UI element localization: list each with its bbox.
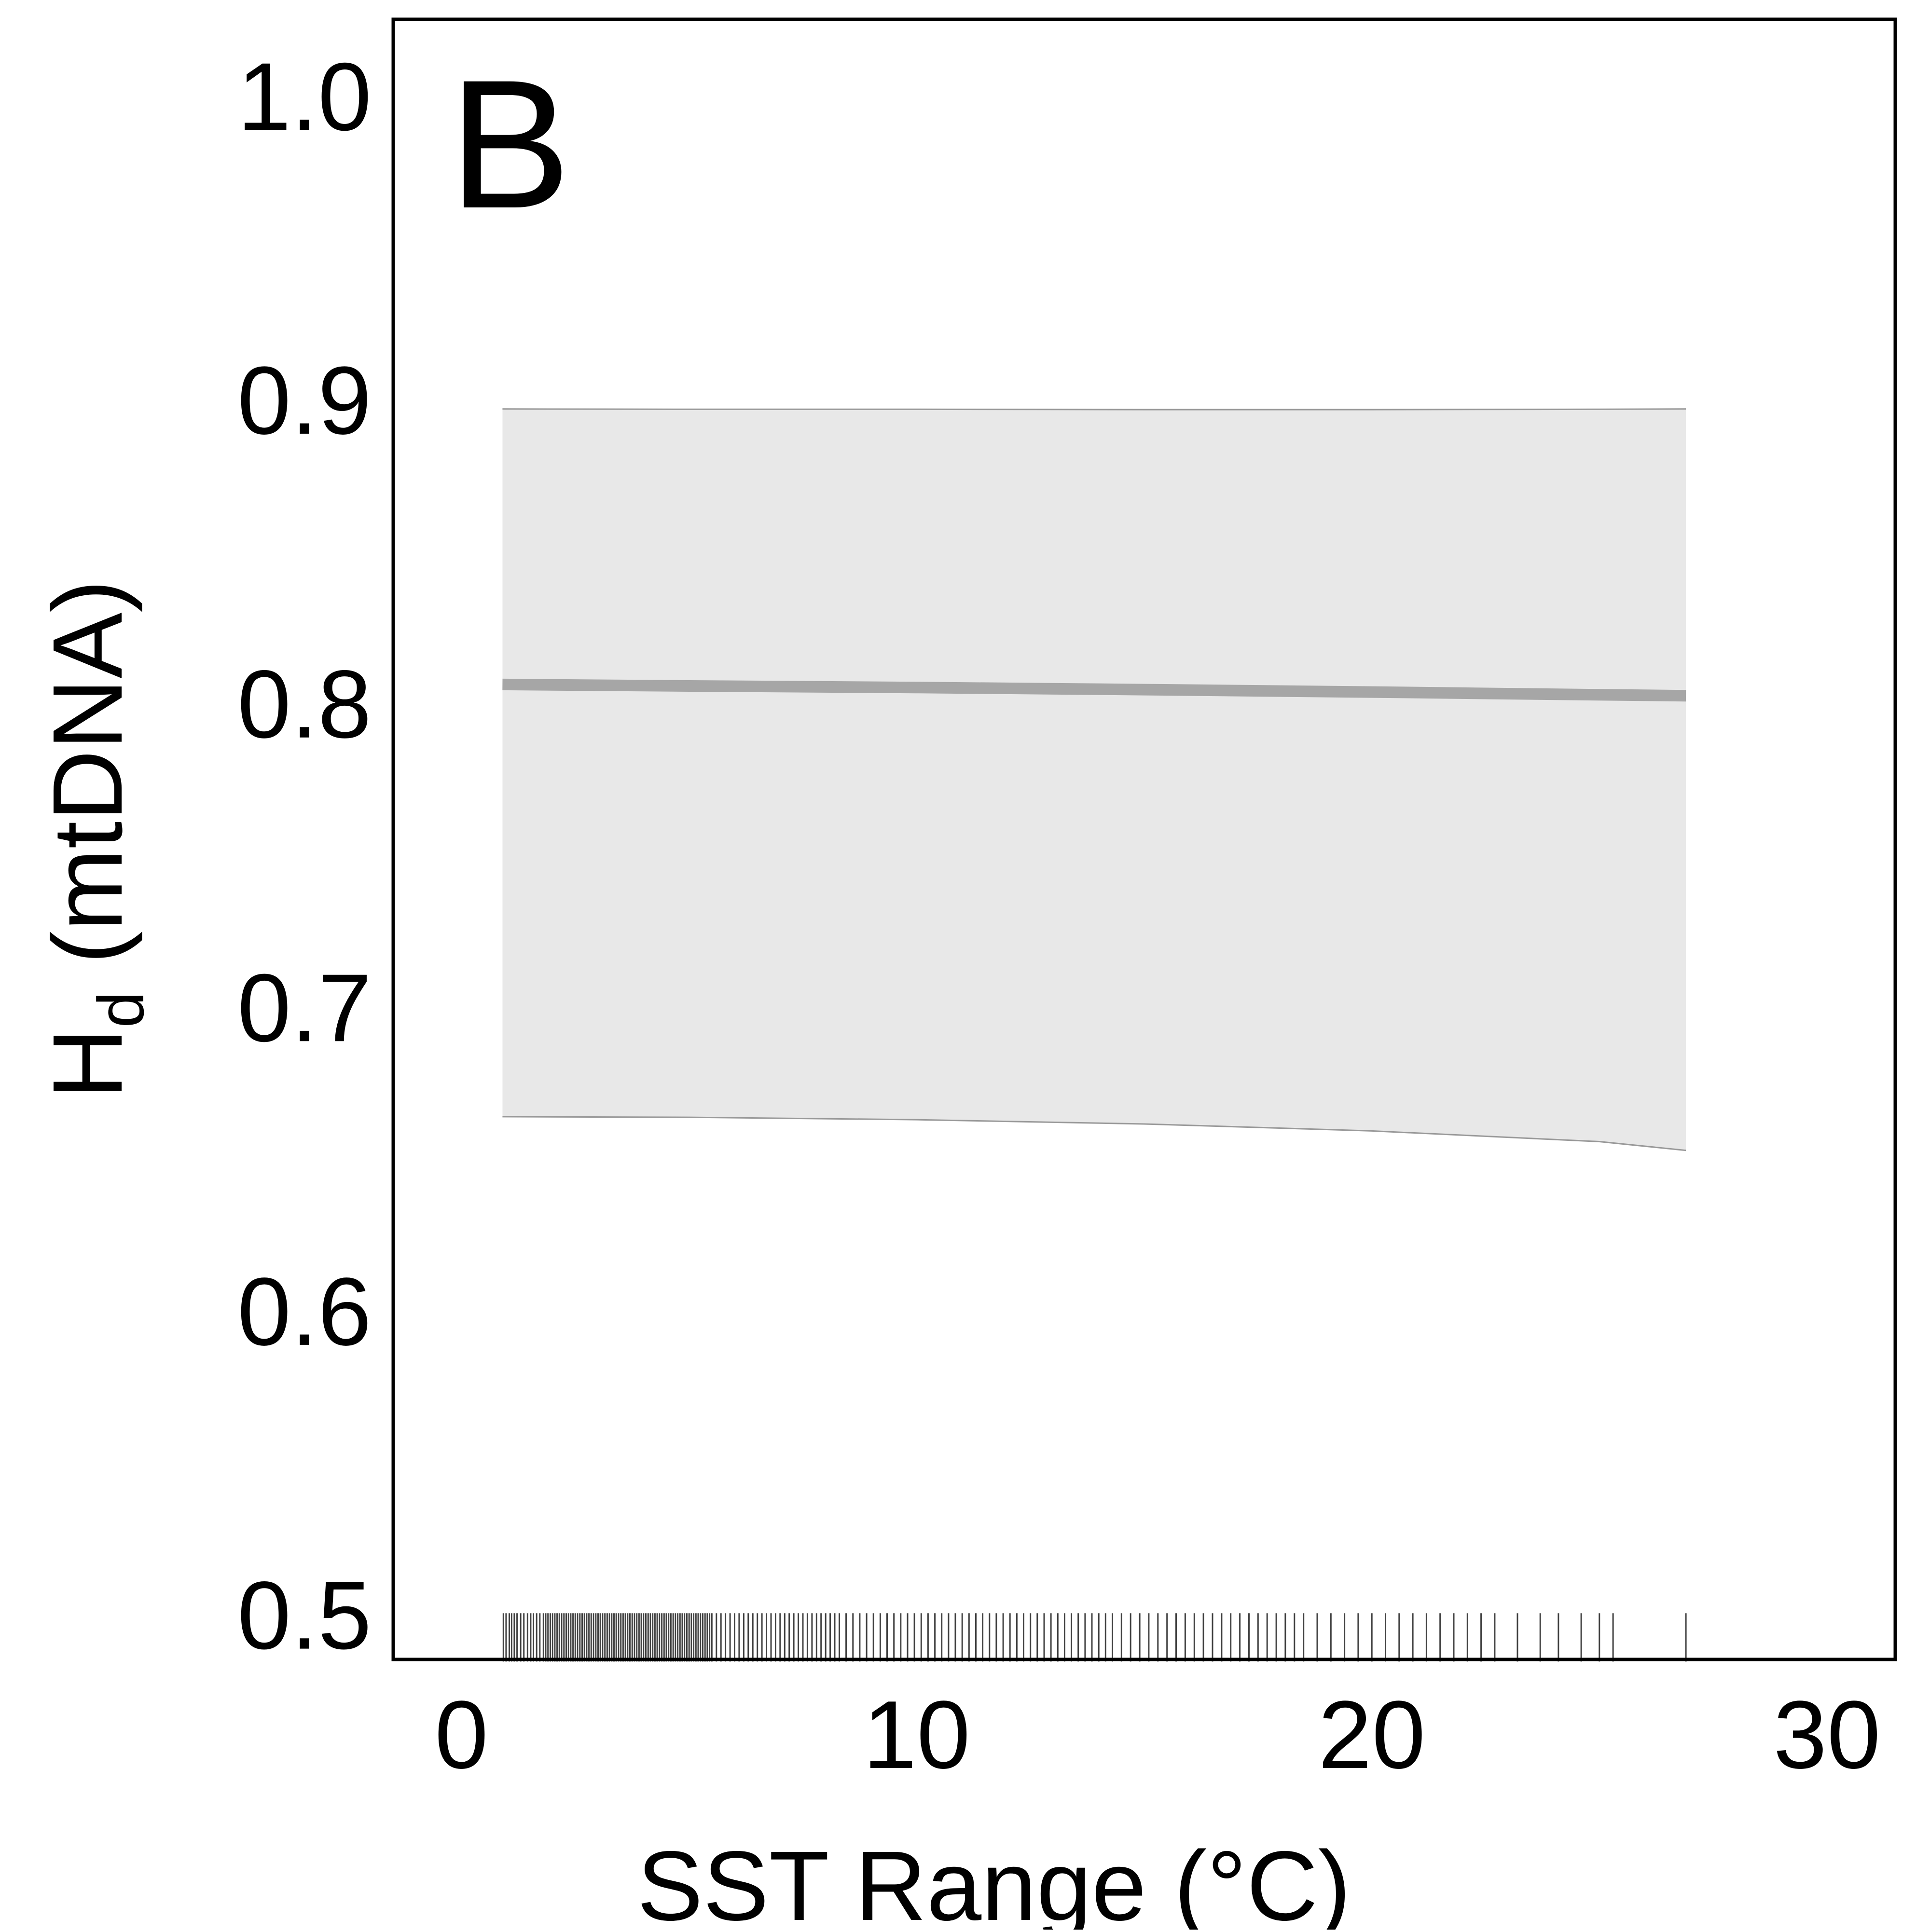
x-tick-label: 20 — [1318, 1681, 1425, 1789]
confidence-band-lower-edge — [502, 1116, 1686, 1151]
x-axis-title: SST Range (°C) — [637, 1831, 1351, 1930]
y-tick-label: 0.8 — [237, 651, 372, 758]
y-axis-title-main: H — [32, 1028, 143, 1099]
y-tick-labels: 0.5 0.6 0.7 0.8 0.9 1.0 — [237, 43, 372, 1669]
x-tick-labels: 0 10 20 30 — [435, 1681, 1881, 1789]
y-axis-title-subscript: d — [84, 991, 157, 1028]
panel-label: B — [449, 41, 571, 247]
confidence-band-upper-edge — [502, 408, 1686, 411]
x-tick-label: 10 — [863, 1681, 970, 1789]
y-tick-label: 0.9 — [237, 347, 372, 454]
x-tick-label: 30 — [1773, 1681, 1880, 1789]
y-tick-label: 0.5 — [237, 1562, 372, 1670]
y-axis-title: Hd (mtDNA) — [32, 579, 157, 1099]
rug-marks — [502, 1613, 1687, 1662]
y-axis-title-suffix: (mtDNA) — [32, 579, 143, 991]
fitted-line — [502, 678, 1686, 702]
plot-frame — [391, 17, 1897, 1661]
y-tick-label: 1.0 — [237, 43, 372, 151]
x-tick-label: 0 — [435, 1681, 488, 1789]
y-tick-label: 0.7 — [237, 954, 372, 1062]
confidence-band — [502, 409, 1686, 1151]
y-tick-label: 0.6 — [237, 1258, 372, 1366]
